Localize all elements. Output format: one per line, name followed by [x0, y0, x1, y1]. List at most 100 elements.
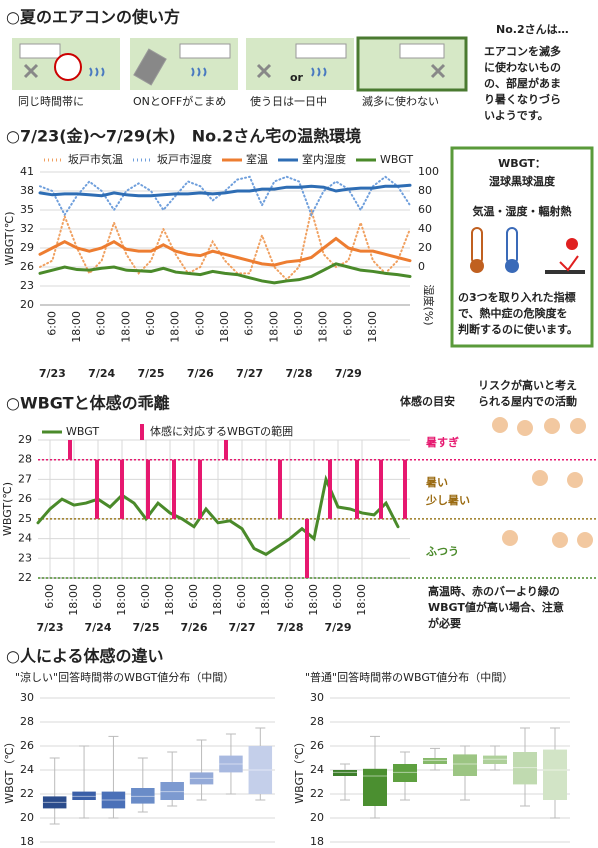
y-tick-label: 35 — [20, 203, 34, 216]
x-tick-label: 18:00 — [267, 311, 280, 343]
note-title: No.2さんは… — [496, 23, 569, 36]
x-tick-label: 18:00 — [115, 584, 128, 616]
range-bar — [95, 459, 99, 519]
date-label: 7/25 — [133, 621, 160, 634]
x-tick-label: 6:00 — [341, 311, 354, 336]
box-subtitle: 湿球黒球温度 — [489, 174, 556, 188]
x-tick-label: 6:00 — [187, 584, 200, 609]
panel-caption: 使う日は一日中 — [250, 95, 327, 108]
y-tick-label: 18 — [20, 835, 34, 848]
y-tick-label: 26 — [310, 739, 324, 752]
y2-tick-label: 40 — [418, 222, 432, 235]
box — [513, 752, 537, 785]
x-tick-label: 6:00 — [95, 311, 108, 336]
box-desc: 判断するのに使います。 — [458, 322, 578, 336]
box — [333, 770, 357, 776]
y-tick-label: 23 — [18, 551, 32, 564]
y-tick-label: 24 — [310, 763, 324, 776]
box-desc: で、熱中症の危険度を — [458, 306, 568, 320]
note-line: の、部屋があま — [484, 76, 561, 90]
x-tick-label: 18:00 — [307, 584, 320, 616]
date-label: 7/28 — [286, 367, 313, 380]
panel-caption: 同じ時間帯に — [18, 95, 84, 108]
x-tick-label: 6:00 — [144, 311, 157, 336]
people-icons — [492, 417, 593, 548]
x-tick-label: 18:00 — [355, 584, 368, 616]
section-title: ○人による体感の違い — [6, 647, 163, 666]
range-bar — [146, 459, 150, 519]
box — [423, 758, 447, 764]
risk-label: られる屋内での活動 — [478, 394, 577, 408]
date-label: 7/27 — [229, 621, 256, 634]
panel-caption: 滅多に使わない — [362, 94, 439, 108]
level-label: 暑すぎ — [426, 435, 459, 449]
y-axis-label: WBGT（℃） — [3, 736, 16, 803]
range-bar — [305, 518, 309, 578]
box — [483, 755, 507, 764]
level-label: 暑い — [426, 476, 448, 489]
note-line: に使わないもの — [484, 60, 561, 74]
x-tick-label: 18:00 — [163, 584, 176, 616]
box-title: WBGT： — [498, 157, 546, 170]
legend-label: 坂戸市湿度 — [157, 152, 212, 166]
y-tick-label: 24 — [20, 763, 34, 776]
range-bar — [198, 459, 202, 519]
box — [363, 768, 387, 806]
level-label: ふつう — [426, 545, 459, 558]
box-desc: の3つを取り入れた指標 — [458, 290, 576, 304]
section-title: ○WBGTと体感の乖離 — [6, 394, 170, 413]
y-tick-label: 26 — [18, 492, 32, 505]
x-tick-label: 18:00 — [259, 584, 272, 616]
y2-tick-label: 60 — [418, 203, 432, 216]
legend-label: 体感に対応するWBGTの範囲 — [150, 424, 293, 438]
note-line: が必要 — [428, 616, 461, 630]
range-bar — [224, 440, 228, 460]
date-label: 7/26 — [181, 621, 208, 634]
y-tick-label: 20 — [20, 298, 34, 311]
x-tick-label: 6:00 — [235, 584, 248, 609]
y-tick-label: 30 — [20, 691, 34, 704]
y-tick-label: 30 — [310, 691, 324, 704]
section-title: ○7/23(金)～7/29(木) No.2さん宅の温熱環境 — [6, 127, 361, 146]
box — [160, 782, 184, 800]
x-tick-label: 6:00 — [283, 584, 296, 609]
y-tick-label: 28 — [18, 453, 32, 466]
range-bar — [403, 459, 407, 519]
box — [453, 754, 477, 776]
y-tick-label: 25 — [18, 512, 32, 525]
y-tick-label: 38 — [20, 184, 34, 197]
box-factors: 気温・湿度・輻射熱 — [473, 204, 572, 218]
y2-tick-label: 80 — [418, 184, 432, 197]
level-label: 少し暑い — [425, 493, 470, 507]
note-line: エアコンを滅多 — [484, 44, 561, 58]
note-line: WBGT値が高い場合、注意 — [428, 600, 564, 614]
y-tick-label: 20 — [20, 811, 34, 824]
y-tick-label: 22 — [20, 787, 34, 800]
y-tick-label: 24 — [18, 532, 32, 545]
icons — [19, 43, 445, 86]
y-tick-label: 18 — [310, 835, 324, 848]
legend-label: 坂戸市気温 — [68, 152, 123, 166]
range-bar — [120, 459, 124, 519]
y-tick-label: 28 — [310, 715, 324, 728]
date-label: 7/25 — [138, 367, 165, 380]
range-bar — [68, 440, 72, 460]
y-tick-label: 26 — [20, 739, 34, 752]
legend-label: WBGT — [66, 425, 99, 438]
y-axis-label: WBGT(℃) — [1, 482, 14, 536]
box — [393, 764, 417, 782]
x-tick-label: 6:00 — [193, 311, 206, 336]
series-line — [38, 262, 412, 285]
x-tick-label: 6:00 — [91, 584, 104, 609]
y-tick-label: 23 — [20, 279, 34, 292]
range-bar — [379, 459, 383, 519]
box — [543, 749, 567, 800]
date-label: 7/29 — [325, 621, 352, 634]
note-line: いようです。 — [484, 109, 549, 122]
or-label: or — [290, 71, 304, 84]
note-line: 高温時、赤のバーより緑の — [428, 584, 560, 598]
y-tick-label: 27 — [18, 472, 32, 485]
y-tick-label: 28 — [20, 715, 34, 728]
y-tick-label: 26 — [20, 260, 34, 273]
